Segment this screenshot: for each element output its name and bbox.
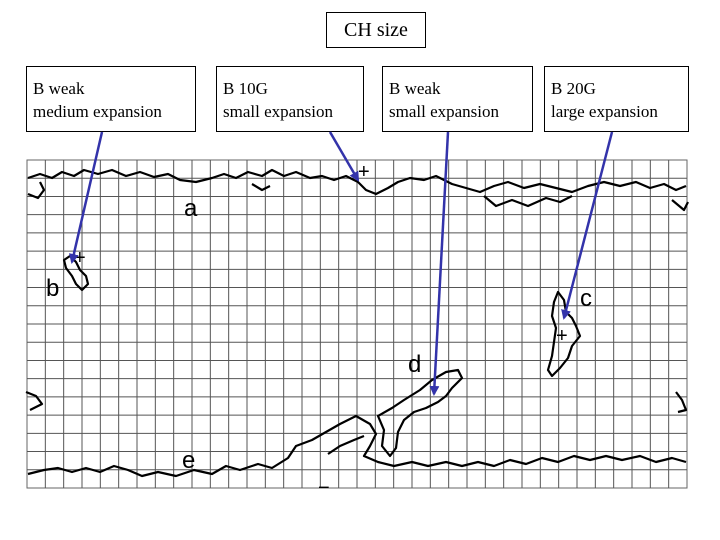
coronal-hole-e-boundary — [27, 414, 687, 478]
arrow-to-b — [68, 131, 104, 264]
annotation-line1: B 20G — [551, 79, 596, 98]
coronal-hole-b-boundary — [62, 254, 90, 292]
map-label-d: d — [408, 351, 421, 378]
annotation-line1: B 10G — [223, 79, 268, 98]
chart-title: CH size — [326, 12, 426, 48]
annotation-box-d: B weak small expansion — [382, 66, 533, 132]
annotation-line1: B weak — [33, 79, 85, 98]
coronal-hole-a-boundary — [27, 168, 687, 196]
coronal-hole-a-edge — [27, 181, 689, 212]
coordinate-grid — [27, 160, 687, 488]
arrow-to-c — [561, 131, 614, 320]
annotation-box-a: B 10G small expansion — [216, 66, 364, 132]
coronal-hole-e-inner — [25, 390, 688, 455]
plus-sign: + — [358, 161, 370, 183]
annotation-line2: medium expansion — [33, 102, 162, 121]
map-label-b: b — [46, 275, 59, 302]
coronal-hole-d-boundary — [376, 368, 464, 458]
annotation-line2: small expansion — [389, 102, 500, 121]
annotation-line2: large expansion — [551, 102, 658, 121]
annotation-line1: B weak — [389, 79, 441, 98]
arrow-to-d — [429, 131, 450, 396]
annotation-box-b: B weak medium expansion — [26, 66, 196, 132]
plus-sign: + — [74, 247, 86, 269]
map-label-a: a — [184, 195, 198, 222]
map-label-c: c — [580, 285, 592, 312]
annotation-box-c: B 20G large expansion — [544, 66, 689, 132]
plus-sign: + — [556, 325, 568, 347]
map-label-e: e — [182, 447, 195, 474]
minus-sign: − — [318, 477, 330, 499]
arrow-to-a — [328, 131, 360, 182]
annotation-line2: small expansion — [223, 102, 334, 121]
